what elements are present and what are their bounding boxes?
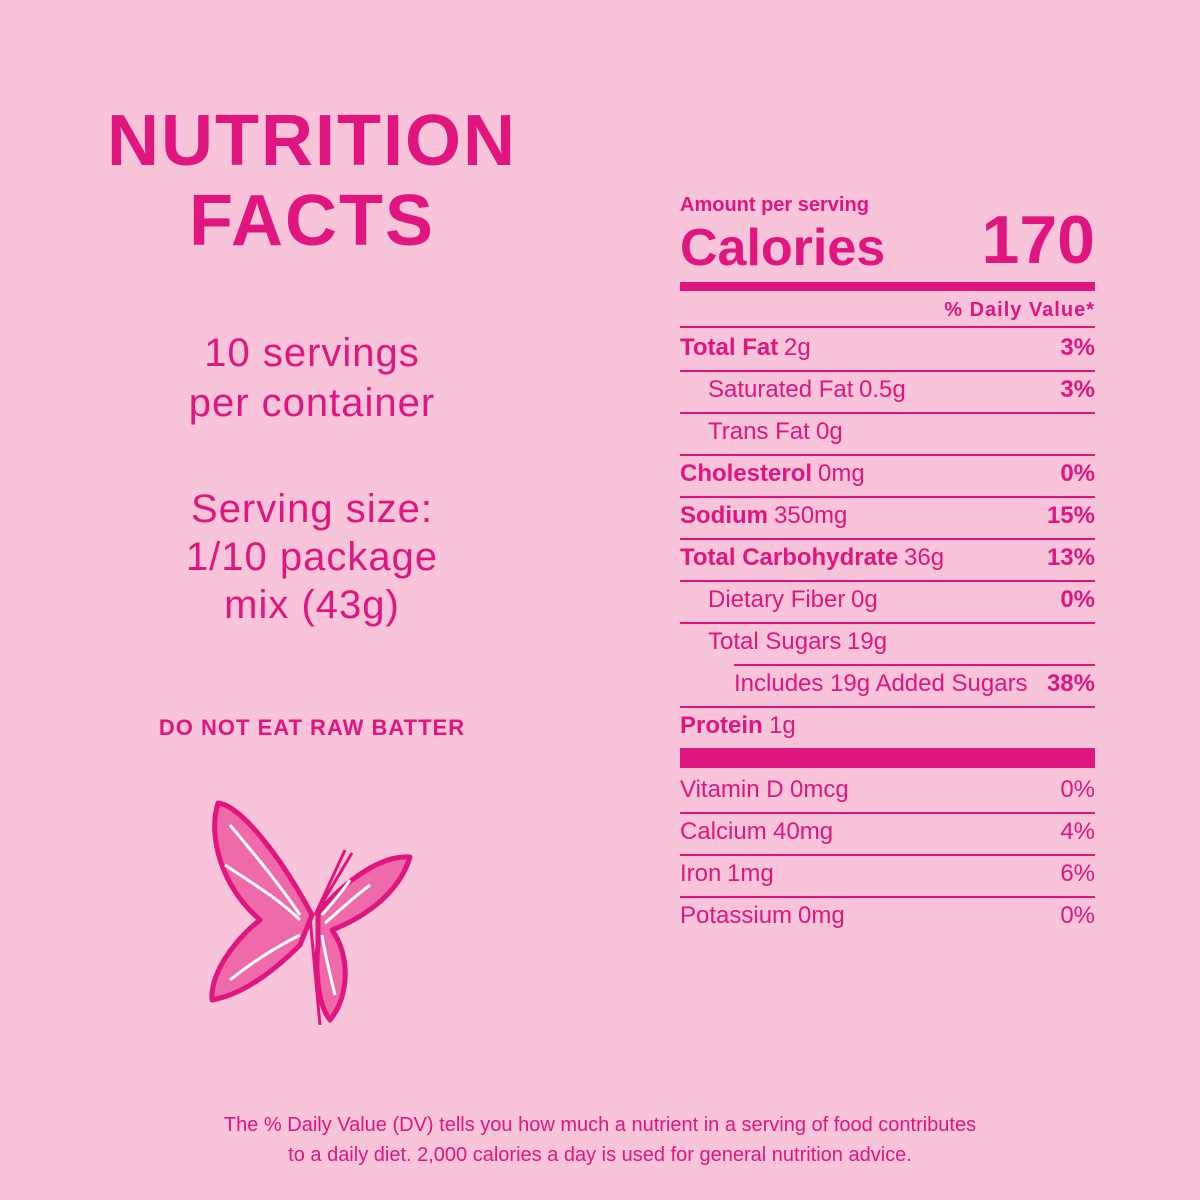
servings: per container — [188, 381, 436, 425]
rule — [680, 580, 1095, 582]
daily-value: 0% — [1060, 776, 1095, 803]
nutrient-amount: 0mg — [798, 902, 845, 929]
rule — [680, 748, 1095, 768]
serving-size: 1/10 package — [185, 535, 439, 579]
rule — [680, 896, 1095, 898]
nutrient-name: Calcium — [680, 818, 767, 845]
nutrient-amount: 0g — [851, 586, 878, 613]
rule — [680, 412, 1095, 414]
nutrient-name: Saturated Fat — [708, 376, 854, 403]
title: FACTS — [188, 181, 436, 261]
rule — [680, 282, 1095, 291]
rule — [680, 370, 1095, 372]
rule — [680, 812, 1095, 814]
rule — [680, 454, 1095, 456]
rule — [680, 706, 1095, 708]
daily-value: 3% — [1060, 376, 1095, 403]
nutrient-amount: 40mg — [773, 818, 834, 845]
rule — [680, 854, 1095, 856]
nutrient-amount: 1mg — [727, 860, 774, 887]
nutrient-name: Includes 19g Added Sugars — [734, 670, 1028, 697]
daily-value: 13% — [1046, 544, 1095, 571]
nutrient-name: Iron — [680, 860, 722, 887]
nutrient-name: Total Sugars — [708, 628, 842, 655]
calories-value: 170 — [981, 202, 1095, 278]
rule — [680, 622, 1095, 624]
daily-value: 0% — [1060, 586, 1095, 613]
rule — [734, 664, 1095, 666]
daily-value: 4% — [1060, 818, 1095, 845]
serving-size: mix (43g) — [224, 583, 400, 627]
rule — [680, 538, 1095, 540]
nutrient-name: Total Fat — [680, 334, 779, 361]
daily-value: 3% — [1060, 334, 1095, 361]
footer-note: to a daily diet. 2,000 calories a day is… — [288, 1144, 912, 1166]
calories-label: Calories — [680, 219, 886, 277]
rule — [680, 496, 1095, 498]
nutrient-name: Dietary Fiber — [708, 586, 846, 613]
daily-value: 6% — [1060, 860, 1095, 887]
nutrient-amount: 1g — [769, 712, 796, 739]
rule — [680, 326, 1095, 328]
nutrient-amount: 0mcg — [790, 776, 849, 803]
nutrient-name: Trans Fat — [708, 418, 810, 445]
daily-value: 0% — [1060, 460, 1095, 487]
nutrient-amount: 0.5g — [859, 376, 906, 403]
daily-value: 0% — [1060, 902, 1095, 929]
nutrient-name: Vitamin D — [680, 776, 784, 803]
nutrient-name: Potassium — [680, 902, 793, 929]
nutrient-name: Cholesterol — [680, 460, 813, 487]
nutrient-name: Total Carbohydrate — [680, 544, 899, 571]
warning: DO NOT EAT RAW BATTER — [158, 715, 466, 740]
butterfly — [209, 800, 413, 1026]
footer-note: The % Daily Value (DV) tells you how muc… — [223, 1114, 977, 1136]
nutrient-amount: 2g — [784, 334, 811, 361]
servings: 10 servings — [204, 331, 420, 375]
daily-value: 38% — [1046, 670, 1095, 697]
amount-per-serving: Amount per serving — [680, 194, 869, 216]
nutrient-name: Sodium — [680, 502, 768, 529]
nutrient-amount: 0mg — [818, 460, 865, 487]
daily-value: 15% — [1046, 502, 1095, 529]
nutrient-amount: 350mg — [774, 502, 848, 529]
title: NUTRITION — [107, 101, 517, 181]
nutrient-amount: 0g — [816, 418, 843, 445]
nutrient-amount: 36g — [904, 544, 945, 571]
dv-header: % Daily Value* — [944, 299, 1095, 321]
nutrient-name: Protein — [680, 712, 763, 739]
serving-size: Serving size: — [191, 487, 433, 531]
nutrient-amount: 19g — [847, 628, 888, 655]
